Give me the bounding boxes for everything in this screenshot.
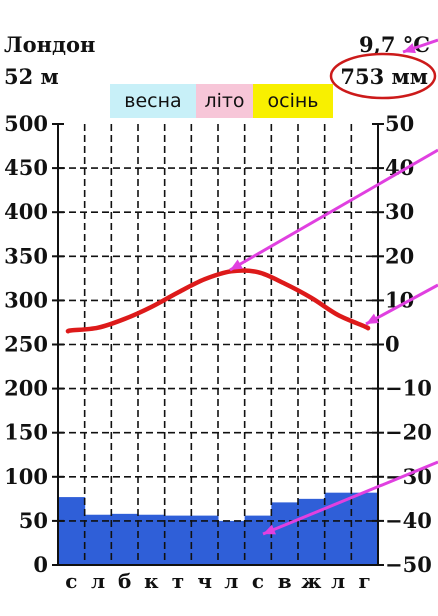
precipitation-axis-ticks: 0 50 100 150 200 250 300 350 400 450 500 [4, 111, 64, 577]
month-label: ч [197, 569, 212, 593]
month-label: с [252, 569, 264, 593]
arrow-head [263, 524, 276, 535]
precipitation-bars [58, 492, 379, 565]
month-label: к [144, 569, 159, 593]
precipitation-bar [244, 515, 272, 565]
precipitation-bar [164, 515, 192, 565]
month-label: л [91, 569, 105, 593]
season-band: весна літо осінь [110, 84, 333, 118]
annual-precipitation: 753 мм [340, 64, 428, 89]
precipitation-bar [111, 513, 139, 565]
summer-peak-arrow [229, 148, 438, 272]
temperature-tick-label: 20 [385, 243, 414, 268]
temperature-tick-label: 0 [385, 332, 400, 357]
arrow-head [230, 259, 243, 270]
precipitation-bar [271, 502, 299, 565]
precipitation-tick-label: 400 [4, 199, 48, 224]
temperature-tick-label: −10 [385, 376, 432, 401]
season-label: осінь [268, 90, 319, 112]
month-label: ж [301, 569, 321, 593]
arrow-shaft [365, 283, 438, 326]
temperature-tick-label: −50 [385, 552, 432, 577]
temperature-tick-label: −20 [385, 420, 432, 445]
precipitation-arrow [262, 460, 438, 536]
season-block [110, 84, 196, 118]
precipitation-bar [138, 514, 166, 565]
arrow-head [403, 43, 416, 54]
precipitation-tick-label: 450 [4, 155, 48, 180]
precipitation-tick-label: 200 [4, 376, 48, 401]
station-elevation: 52 м [4, 64, 59, 89]
season-block [196, 84, 253, 118]
station-name: Лондон [4, 32, 95, 57]
month-label: т [172, 569, 184, 593]
season-label: літо [204, 90, 244, 112]
temperature-curve [65, 268, 371, 334]
precipitation-bar [218, 520, 246, 565]
precipitation-tick-label: 150 [4, 420, 48, 445]
season-label: весна [124, 90, 181, 112]
precipitation-tick-label: 50 [19, 508, 48, 533]
arrow-shaft [229, 148, 438, 272]
month-label: л [224, 569, 238, 593]
season-block [253, 84, 333, 118]
month-label: б [118, 569, 131, 593]
temperature-line [65, 268, 371, 334]
annotation-arrows [229, 38, 438, 536]
precipitation-tick-label: 350 [4, 243, 48, 268]
precipitation-tick-label: 100 [4, 464, 48, 489]
arrow-shaft [262, 460, 438, 536]
precipitation-tick-label: 500 [4, 111, 48, 136]
autumn-temperature-arrow [365, 283, 438, 326]
month-label: в [278, 569, 292, 593]
precipitation-highlight-ellipse [329, 52, 437, 100]
precipitation-bar [351, 492, 379, 565]
precipitation-tick-label: 250 [4, 332, 48, 357]
chart-grid [58, 124, 378, 565]
month-label: г [359, 569, 371, 593]
annual-temperature-arrow [402, 38, 438, 54]
precipitation-tick-label: 300 [4, 287, 48, 312]
month-label: с [65, 569, 77, 593]
precipitation-bar [58, 497, 86, 565]
temperature-tick-label: −40 [385, 508, 432, 533]
temperature-tick-label: 50 [385, 111, 414, 136]
arrow-head [366, 313, 379, 324]
month-label: л [331, 569, 345, 593]
annual-temperature: 9,7 °С [359, 32, 430, 57]
precipitation-tick-label: 0 [33, 552, 48, 577]
precipitation-bar [191, 515, 219, 565]
precipitation-bar [324, 492, 352, 565]
temperature-tick-label: 30 [385, 199, 414, 224]
precipitation-bar [84, 514, 112, 565]
